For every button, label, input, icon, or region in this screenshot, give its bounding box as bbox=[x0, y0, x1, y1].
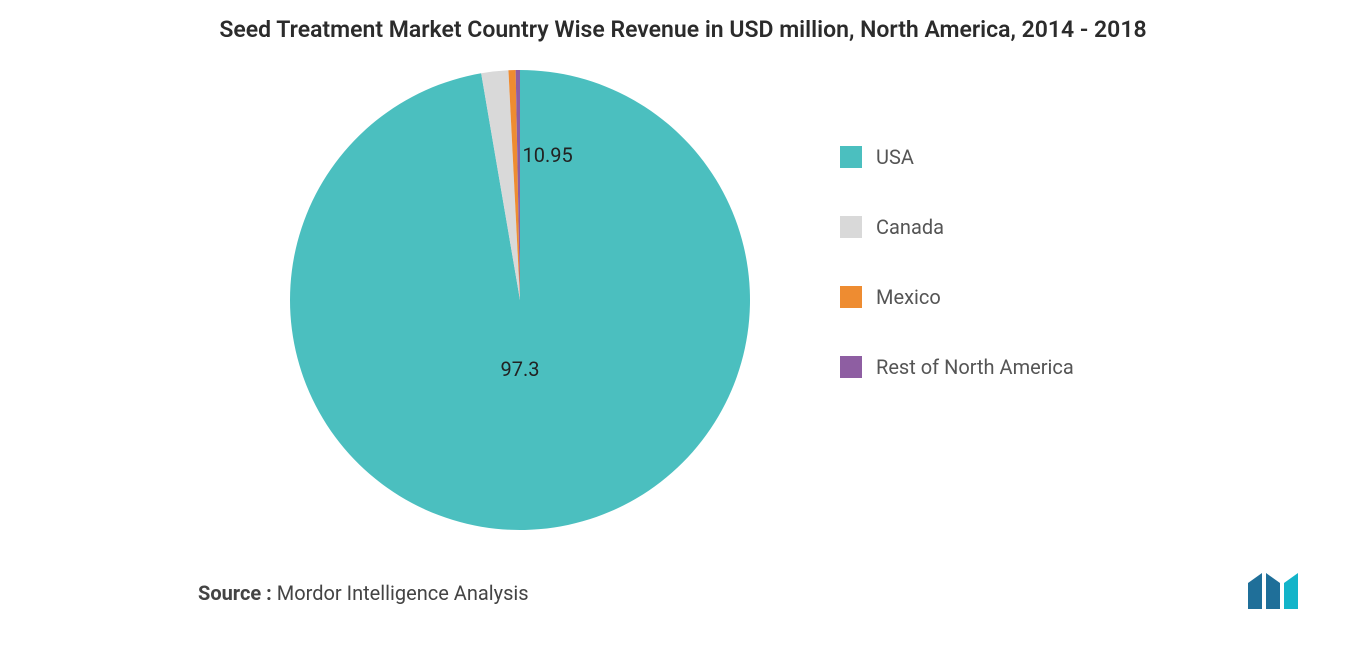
legend-item: USA bbox=[840, 145, 1074, 169]
legend-swatch bbox=[840, 356, 862, 378]
chart-title: Seed Treatment Market Country Wise Reven… bbox=[0, 16, 1366, 43]
logo-bar bbox=[1284, 573, 1298, 609]
pie-chart-area: 97.3 10.95 bbox=[290, 70, 790, 570]
legend-item: Rest of North America bbox=[840, 355, 1074, 379]
legend-swatch bbox=[840, 286, 862, 308]
source-line: Source : Mordor Intelligence Analysis bbox=[198, 581, 529, 605]
legend-swatch bbox=[840, 146, 862, 168]
legend-item: Mexico bbox=[840, 285, 1074, 309]
logo-bar bbox=[1266, 573, 1280, 609]
legend-item: Canada bbox=[840, 215, 1074, 239]
slice-label-main: 97.3 bbox=[501, 357, 540, 381]
legend-swatch bbox=[840, 216, 862, 238]
legend-label: USA bbox=[876, 145, 914, 169]
legend: USA Canada Mexico Rest of North America bbox=[840, 145, 1074, 379]
source-label: Source : bbox=[198, 581, 272, 605]
source-text: Mordor Intelligence Analysis bbox=[277, 581, 529, 605]
logo-bar bbox=[1248, 573, 1262, 609]
legend-label: Rest of North America bbox=[876, 355, 1074, 379]
legend-label: Mexico bbox=[876, 285, 941, 309]
brand-logo bbox=[1244, 569, 1314, 613]
slice-label-small: 10.95 bbox=[522, 143, 572, 167]
pie-chart bbox=[290, 70, 750, 530]
legend-label: Canada bbox=[876, 215, 944, 239]
